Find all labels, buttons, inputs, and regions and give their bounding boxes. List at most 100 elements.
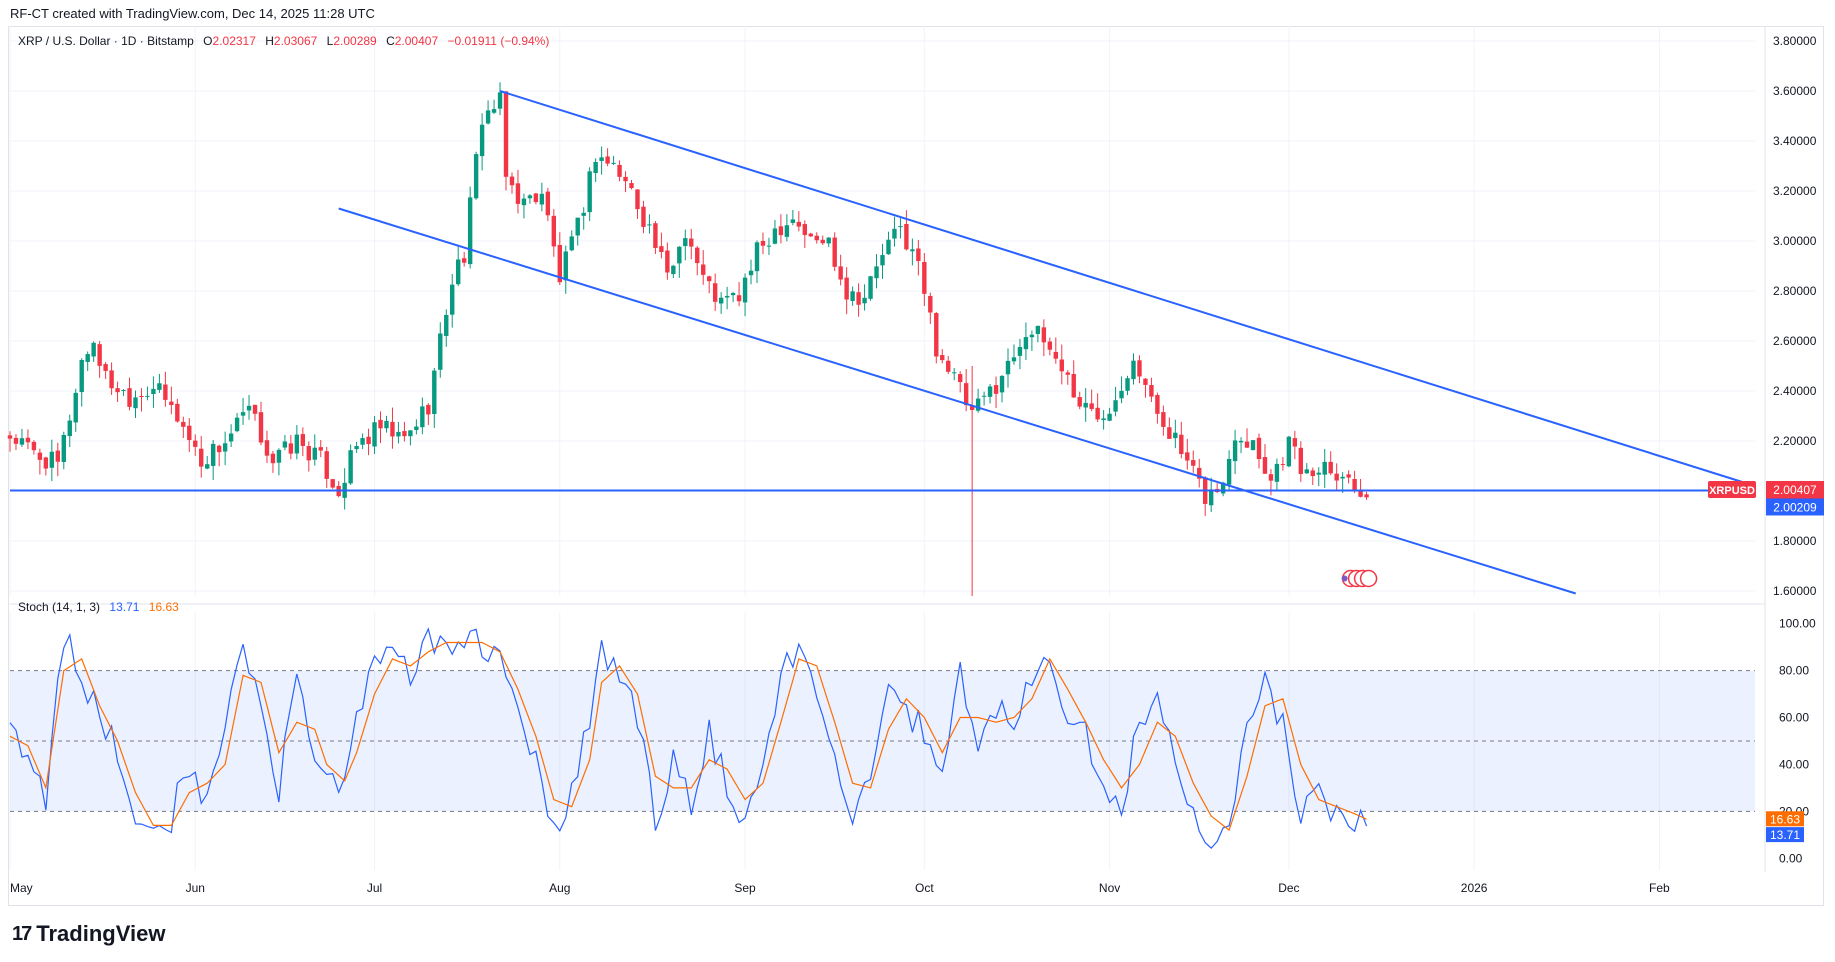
- candle-body: [426, 404, 431, 415]
- candle: [342, 468, 347, 510]
- candle-body: [784, 225, 790, 237]
- candle: [491, 99, 497, 115]
- candle: [814, 232, 819, 244]
- candle-body: [43, 457, 49, 469]
- candle-body: [611, 162, 616, 164]
- candle: [270, 450, 276, 473]
- candle-body: [569, 236, 574, 251]
- candle: [1149, 377, 1154, 403]
- candle: [175, 398, 180, 423]
- candle-body: [987, 386, 993, 397]
- candle-body: [730, 293, 736, 296]
- chart-frame: [8, 26, 1824, 906]
- candle-body: [7, 435, 13, 439]
- candle-body: [575, 217, 580, 236]
- candle-body: [133, 397, 138, 409]
- candle-body: [360, 438, 365, 445]
- candle-body: [946, 360, 951, 372]
- stoch-d-value: 16.63: [148, 600, 179, 614]
- candle: [354, 441, 359, 453]
- candle: [187, 418, 192, 453]
- candle-body: [1322, 461, 1327, 475]
- candle-body: [886, 239, 891, 255]
- candle: [760, 232, 766, 255]
- high-value: 2.03067: [273, 34, 318, 48]
- candle-body: [671, 265, 676, 275]
- candle-body: [820, 239, 825, 244]
- candle-body: [121, 390, 126, 392]
- candle: [1167, 417, 1172, 439]
- candle: [509, 172, 515, 194]
- candle: [228, 424, 234, 448]
- candle-body: [653, 223, 658, 248]
- candle-body: [940, 355, 945, 361]
- candle: [557, 232, 562, 285]
- candle-body: [145, 395, 150, 397]
- close-label: C: [386, 34, 395, 48]
- candle: [1322, 448, 1327, 488]
- candle-body: [467, 197, 473, 265]
- candle: [19, 428, 25, 448]
- price-tick-label: 1.60000: [1773, 584, 1817, 598]
- time-tick-label: May: [10, 881, 33, 895]
- price-tick-label: 3.00000: [1773, 234, 1817, 248]
- candle: [61, 431, 66, 470]
- candle: [1095, 393, 1100, 423]
- candle-body: [1310, 470, 1315, 477]
- candle: [420, 397, 425, 435]
- candle: [127, 377, 132, 411]
- candle-body: [169, 401, 174, 406]
- candle-body: [880, 255, 885, 266]
- candle: [1185, 438, 1190, 470]
- stoch-title[interactable]: Stoch (14, 1, 3): [18, 600, 101, 614]
- candle: [880, 243, 885, 279]
- candle-body: [240, 412, 246, 416]
- candle: [647, 214, 652, 234]
- candle: [312, 434, 317, 466]
- candle: [67, 414, 72, 448]
- candle: [653, 221, 658, 254]
- candle-body: [724, 295, 730, 298]
- support-tag-text: 2.00209: [1773, 500, 1817, 514]
- candle: [157, 373, 162, 393]
- candle: [671, 264, 676, 278]
- candle: [748, 259, 754, 285]
- candle: [808, 232, 813, 238]
- time-tick-label: Jul: [367, 881, 382, 895]
- candle-body: [999, 375, 1005, 393]
- candle-body: [635, 189, 640, 210]
- candle-body: [605, 156, 610, 164]
- candle: [952, 367, 957, 381]
- candle: [850, 286, 855, 306]
- candle: [103, 361, 108, 380]
- symbol-title[interactable]: XRP / U.S. Dollar · 1D · Bitstamp: [18, 34, 194, 48]
- candle: [1328, 451, 1333, 476]
- candle-body: [109, 370, 114, 389]
- price-tick-label: 1.80000: [1773, 534, 1817, 548]
- candle: [521, 193, 527, 219]
- candle: [736, 281, 742, 307]
- price-tick-label: 3.80000: [1773, 34, 1817, 48]
- candle-body: [1023, 337, 1029, 350]
- candle-body: [838, 266, 843, 280]
- candle: [181, 416, 186, 439]
- candle: [79, 358, 84, 407]
- candle-body: [444, 314, 449, 336]
- candle: [497, 82, 503, 116]
- candle: [766, 237, 772, 255]
- candle-body: [300, 434, 306, 446]
- candle: [115, 381, 120, 402]
- candle-body: [683, 238, 688, 247]
- candle-body: [760, 240, 766, 246]
- price-tick-label: 3.40000: [1773, 134, 1817, 148]
- candle: [306, 441, 312, 472]
- price-tag-text: 2.00407: [1773, 483, 1817, 497]
- candle-body: [874, 266, 879, 279]
- candle-body: [515, 183, 521, 204]
- candle-body: [868, 276, 873, 299]
- candle: [1334, 463, 1339, 491]
- stoch-tick-label: 60.00: [1779, 711, 1809, 725]
- time-tick-label: Oct: [915, 881, 934, 895]
- candle-body: [677, 246, 682, 264]
